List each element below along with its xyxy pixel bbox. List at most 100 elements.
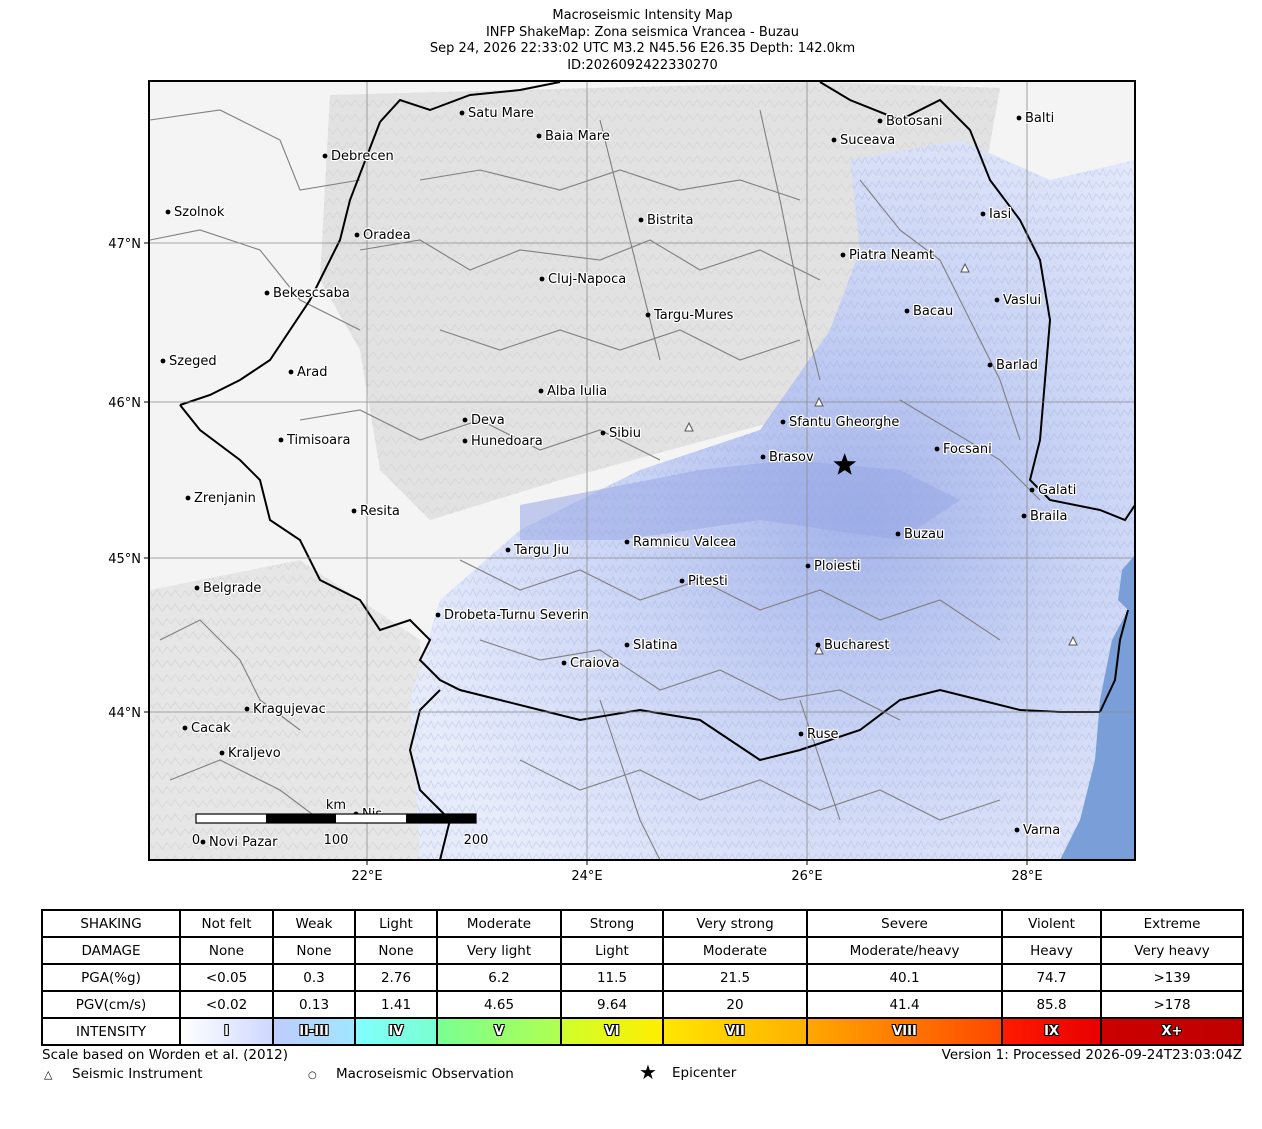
intensity-cell: VII <box>662 1017 808 1046</box>
city-marker[interactable]: Braila <box>1021 508 1069 525</box>
city-marker[interactable]: Sibiu <box>600 425 642 442</box>
legend-cell: 11.5 <box>560 963 664 992</box>
seismic-instrument-icon[interactable] <box>814 644 824 655</box>
city-marker[interactable]: Vaslui <box>994 292 1042 309</box>
balkan-relief-texture <box>150 560 430 860</box>
city-marker[interactable]: Szeged <box>160 353 218 370</box>
intensity-legend-table: SHAKING Not felt Weak Light Moderate Strong Ve… <box>41 909 1244 1046</box>
seismic-instrument-icon[interactable] <box>814 396 824 407</box>
city-marker[interactable]: Baia Mare <box>536 128 611 145</box>
city-label: Debrecen <box>331 149 394 164</box>
seismic-instrument-icon: △ <box>44 1068 53 1081</box>
city-marker[interactable]: Oradea <box>354 227 412 244</box>
legend-cell: 1.41 <box>354 990 438 1019</box>
city-label: Novi Pazar <box>209 835 278 850</box>
city-marker[interactable]: Focsani <box>934 441 993 458</box>
legend-row-intensity: INTENSITY I II-III IV V VI VII VIII IX X+ <box>41 1017 1244 1046</box>
city-marker[interactable]: Deva <box>462 412 506 429</box>
legend-cell: 4.65 <box>436 990 562 1019</box>
city-marker[interactable]: Cacak <box>182 720 232 737</box>
city-marker[interactable]: Piatra Neamt <box>840 247 935 264</box>
city-marker[interactable]: Pitesti <box>679 573 729 590</box>
epicenter-star-icon[interactable] <box>833 453 857 475</box>
city-marker[interactable]: Targu-Mures <box>645 307 735 324</box>
city-marker[interactable]: Satu Mare <box>459 105 535 122</box>
city-marker[interactable]: Ruse <box>798 726 840 743</box>
city-label: Varna <box>1023 823 1060 838</box>
legend-row-pgv-cm-s: PGV(cm/s) <0.02 0.13 1.41 4.65 9.64 20 41.4 85.8… <box>41 990 1244 1019</box>
city-marker[interactable]: Bucharest <box>815 637 891 654</box>
city-marker[interactable]: Slatina <box>624 637 679 654</box>
city-marker[interactable]: Balti <box>1016 110 1055 127</box>
legend-row-damage: DAMAGE None None None Very light Light Moderat… <box>41 936 1244 965</box>
legend-row-label: SHAKING <box>41 909 181 938</box>
city-marker[interactable]: Bacau <box>904 303 955 320</box>
city-label: Deva <box>471 413 505 428</box>
city-marker[interactable]: Kraljevo <box>219 745 282 762</box>
city-marker[interactable]: Bistrita <box>638 212 695 229</box>
shaking-relief-texture <box>410 140 1135 860</box>
city-marker[interactable]: Craiova <box>561 655 621 672</box>
graticule <box>149 81 1135 860</box>
legend-cell: None <box>179 936 274 965</box>
city-label: Piatra Neamt <box>849 248 934 263</box>
city-label: Craiova <box>570 656 620 671</box>
axis-ticks <box>144 242 1028 865</box>
intensity-map[interactable]: Satu Mare Baia Mare Debrecen Szolnok Ora… <box>0 0 1262 900</box>
legend-cell: 20 <box>662 990 808 1019</box>
city-marker[interactable]: Kragujevac <box>244 701 327 718</box>
scale-bar-label-0: 0 <box>192 833 200 848</box>
city-marker[interactable]: Brasov <box>760 449 815 466</box>
city-marker[interactable]: Novi Pazar <box>200 834 279 851</box>
city-marker[interactable]: Ploiesti <box>805 558 862 575</box>
city-marker[interactable]: Alba Iulia <box>538 383 608 400</box>
legend-row-label: DAMAGE <box>41 936 181 965</box>
legend-cell: Strong <box>560 909 664 938</box>
city-marker[interactable]: Bekescsaba <box>264 285 351 302</box>
seismic-instrument-icon[interactable] <box>960 262 970 273</box>
title-line-3: Sep 24, 2026 22:33:02 UTC M3.2 N45.56 E2… <box>429 41 856 56</box>
city-label: Satu Mare <box>468 106 534 121</box>
city-marker[interactable]: Arad <box>288 364 329 381</box>
city-marker[interactable]: Targu Jiu <box>505 542 570 559</box>
city-label: Bacau <box>913 304 953 319</box>
seismic-instrument-icon[interactable] <box>1068 635 1078 646</box>
city-marker[interactable]: Szolnok <box>165 204 226 221</box>
city-label: Vaslui <box>1003 293 1041 308</box>
city-marker[interactable]: Suceava <box>831 132 897 149</box>
city-marker[interactable]: Timisoara <box>278 432 352 449</box>
city-marker[interactable]: Varna <box>1014 822 1061 839</box>
city-label: Resita <box>360 504 400 519</box>
city-label: Ploiesti <box>814 559 861 574</box>
legend-cell: Not felt <box>179 909 274 938</box>
city-label: Cacak <box>191 721 231 736</box>
seismic-instruments <box>684 262 1078 655</box>
city-marker[interactable]: Drobeta-Turnu Severin <box>435 607 590 624</box>
map-canvas: Satu Mare Baia Mare Debrecen Szolnok Ora… <box>149 81 1135 860</box>
city-marker[interactable]: Botosani <box>877 113 944 130</box>
city-label: Szolnok <box>174 205 225 220</box>
city-marker[interactable]: Debrecen <box>322 148 395 165</box>
city-marker[interactable]: Cluj-Napoca <box>539 271 628 288</box>
city-marker[interactable]: Galati <box>1029 482 1078 499</box>
city-label: Sfantu Gheorghe <box>789 415 899 430</box>
legend-cell: 0.13 <box>272 990 356 1019</box>
city-label: Iasi <box>989 207 1011 222</box>
city-marker[interactable]: Resita <box>351 503 401 520</box>
seismic-instrument-icon[interactable] <box>684 421 694 432</box>
city-label: Bucharest <box>824 638 889 653</box>
observation-legend-label: Macroseismic Observation <box>336 1066 514 1082</box>
city-label: Timisoara <box>286 433 350 448</box>
city-label: Szeged <box>169 354 217 369</box>
city-marker[interactable]: Ramnicu Valcea <box>624 534 738 551</box>
legend-cell: Very light <box>436 936 562 965</box>
epicenter-legend: ★ Epicenter <box>639 1062 736 1083</box>
city-marker[interactable]: Iasi <box>980 206 1012 223</box>
carpathian-relief-texture <box>320 82 1000 520</box>
city-marker[interactable]: Zrenjanin <box>185 490 257 507</box>
city-marker[interactable]: Hunedoara <box>462 433 544 450</box>
city-marker[interactable]: Belgrade <box>194 580 263 597</box>
city-marker[interactable]: Barlad <box>987 357 1039 374</box>
city-marker[interactable]: Sfantu Gheorghe <box>780 414 901 431</box>
city-marker[interactable]: Buzau <box>895 526 945 543</box>
